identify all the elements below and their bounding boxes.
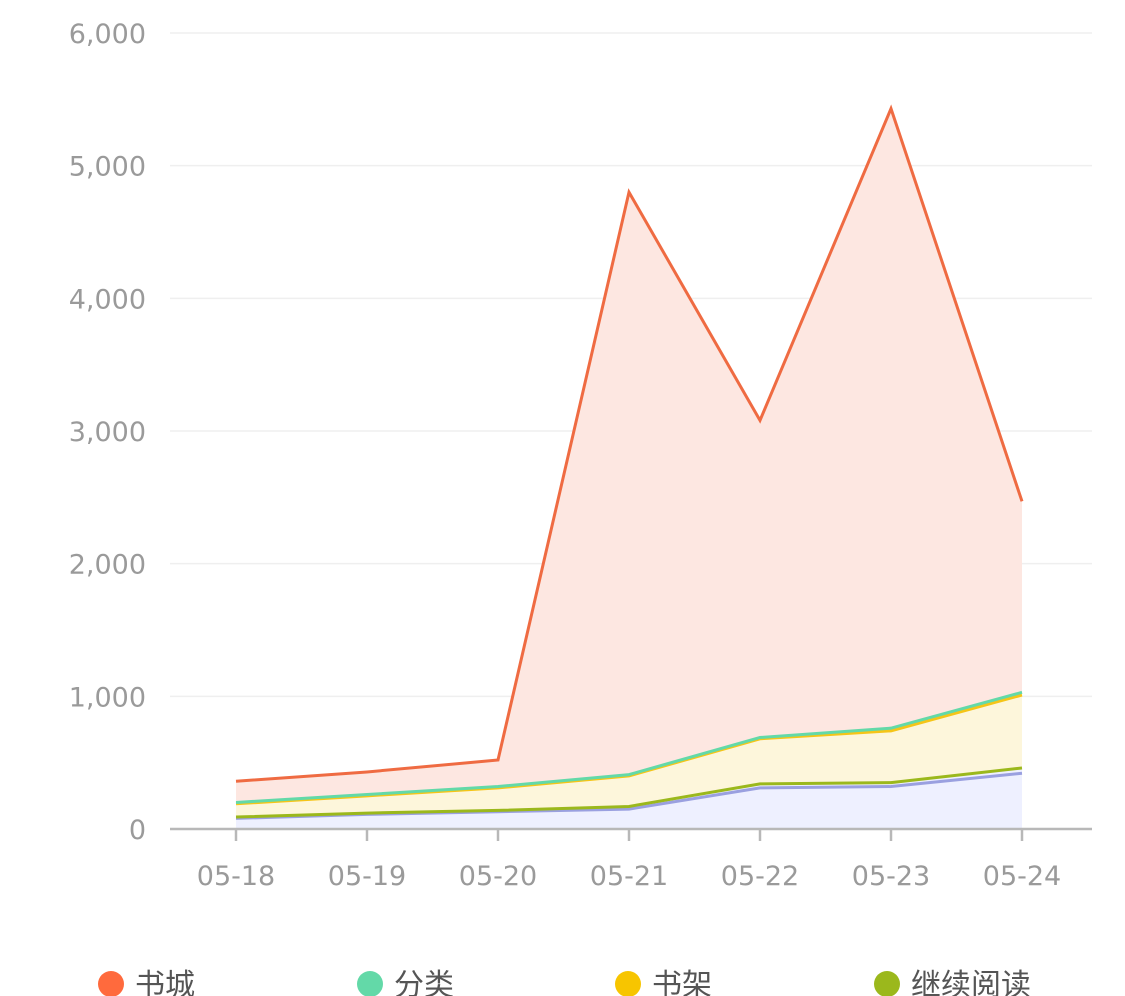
- x-tick-label: 05-24: [983, 861, 1061, 892]
- x-tick-label: 05-18: [197, 861, 275, 892]
- legend-marker: [874, 971, 900, 996]
- y-tick-label: 1,000: [69, 682, 146, 713]
- legend-marker: [357, 971, 383, 996]
- series-area-fill: [236, 695, 1022, 818]
- x-tick-label: 05-22: [721, 861, 799, 892]
- series-line: [235, 104, 1024, 783]
- x-tick-label: 05-21: [590, 861, 668, 892]
- y-tick-label: 4,000: [69, 284, 146, 315]
- legend-label: 书城: [135, 968, 195, 996]
- legend-label: 书架: [652, 968, 712, 996]
- series-line: [235, 766, 1023, 819]
- legend-label: 继续阅读: [911, 968, 1031, 996]
- x-tick-label: 05-20: [459, 861, 537, 892]
- y-tick-label: 0: [129, 815, 146, 846]
- x-tick-label: 05-23: [852, 861, 930, 892]
- y-tick-label: 6,000: [69, 19, 146, 50]
- y-tick-label: 3,000: [69, 417, 146, 448]
- y-tick-label: 2,000: [69, 550, 146, 581]
- legend-marker: [98, 971, 124, 996]
- legend-marker: [615, 971, 641, 996]
- legend-label: 分类: [394, 968, 454, 996]
- x-tick-label: 05-19: [328, 861, 406, 892]
- series-line: [235, 690, 1023, 804]
- y-tick-label: 5,000: [69, 152, 146, 183]
- series-area-fill: [236, 108, 1022, 803]
